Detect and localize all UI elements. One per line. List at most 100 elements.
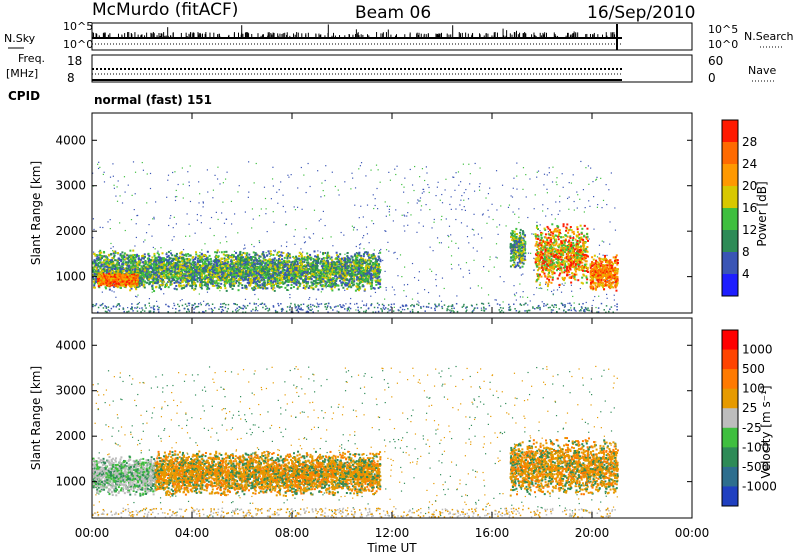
heatmap-cell bbox=[351, 256, 354, 259]
scatter-point bbox=[556, 177, 558, 179]
scatter-point bbox=[563, 284, 565, 286]
scatter-point bbox=[102, 226, 104, 229]
scatter-point bbox=[418, 200, 420, 202]
scatter-point bbox=[150, 306, 152, 309]
scatter-point bbox=[539, 308, 541, 311]
heatmap-cell bbox=[158, 253, 161, 256]
heatmap-cell bbox=[135, 286, 138, 289]
scatter-point bbox=[356, 302, 358, 305]
scatter-point bbox=[616, 308, 618, 311]
heatmap-cell bbox=[222, 273, 225, 276]
scatter-point bbox=[417, 279, 420, 281]
heatmap-cell bbox=[290, 272, 293, 275]
scatter-point bbox=[257, 298, 259, 300]
scatter-point bbox=[211, 310, 213, 313]
heatmap-cell bbox=[99, 249, 102, 252]
scatter-point bbox=[507, 206, 510, 208]
heatmap-cell bbox=[282, 264, 285, 267]
heatmap-cell bbox=[112, 252, 115, 255]
heatmap-cell bbox=[214, 267, 217, 270]
scatter-point bbox=[480, 302, 483, 305]
heatmap-cell bbox=[168, 266, 171, 269]
scatter-point bbox=[519, 303, 522, 306]
scatter-point bbox=[253, 182, 255, 184]
scatter-point bbox=[365, 304, 368, 307]
scatter-point bbox=[232, 310, 234, 313]
scatter-point bbox=[616, 305, 618, 308]
scatter-point bbox=[346, 309, 349, 312]
scatter-point bbox=[253, 302, 255, 304]
scatter-point bbox=[476, 250, 478, 252]
heatmap-cell bbox=[151, 286, 154, 289]
scatter-point bbox=[550, 309, 553, 311]
scatter-point bbox=[226, 241, 228, 243]
heatmap-cell bbox=[282, 251, 285, 254]
scatter-point bbox=[473, 190, 476, 192]
scatter-point bbox=[140, 311, 142, 313]
scatter-point bbox=[555, 310, 558, 313]
heatmap-cell bbox=[120, 258, 123, 261]
scatter-point bbox=[166, 196, 168, 198]
scatter-point bbox=[393, 252, 395, 254]
heatmap-cell bbox=[216, 251, 219, 254]
scatter-point bbox=[330, 236, 332, 238]
scatter-point bbox=[312, 233, 315, 235]
heatmap-cell bbox=[249, 256, 252, 259]
scatter-point bbox=[153, 308, 156, 311]
scatter-point bbox=[359, 243, 362, 245]
scatter-point bbox=[391, 286, 394, 288]
heatmap-cell bbox=[235, 260, 238, 263]
heatmap-cell bbox=[114, 259, 117, 262]
scatter-point bbox=[605, 305, 608, 307]
scatter-point bbox=[319, 303, 321, 305]
heatmap-cell bbox=[169, 270, 172, 273]
heatmap-cell bbox=[266, 254, 269, 257]
scatter-point bbox=[392, 310, 395, 312]
scatter-point bbox=[257, 310, 259, 312]
scatter-point bbox=[526, 296, 529, 299]
scatter-point bbox=[492, 218, 494, 221]
scatter-point bbox=[469, 173, 471, 175]
scatter-point bbox=[479, 167, 481, 169]
scatter-point bbox=[111, 290, 113, 292]
scatter-point bbox=[573, 307, 576, 309]
heatmap-cell bbox=[305, 285, 308, 288]
scatter-point bbox=[308, 298, 310, 301]
scatter-point bbox=[346, 308, 349, 310]
heatmap-cell bbox=[226, 262, 229, 265]
scatter-point bbox=[354, 303, 356, 305]
heatmap-cell bbox=[189, 258, 192, 261]
scatter-point bbox=[289, 297, 291, 299]
scatter-point bbox=[344, 181, 346, 183]
scatter-point bbox=[541, 287, 543, 290]
heatmap-cell bbox=[315, 263, 318, 266]
heatmap-cell bbox=[251, 265, 254, 268]
scatter-point bbox=[213, 307, 216, 309]
heatmap-cell bbox=[188, 277, 191, 280]
heatmap-cell bbox=[207, 276, 210, 279]
heatmap-cell bbox=[134, 258, 137, 261]
scatter-point bbox=[185, 235, 187, 237]
heatmap-cell bbox=[198, 254, 201, 257]
scatter-point bbox=[578, 303, 581, 305]
scatter-point bbox=[363, 304, 365, 306]
heatmap-cell bbox=[286, 284, 289, 287]
scatter-point bbox=[595, 178, 598, 180]
scatter-point bbox=[371, 220, 373, 222]
heatmap-cell bbox=[246, 252, 249, 255]
scatter-point bbox=[118, 303, 120, 305]
scatter-point bbox=[127, 184, 129, 186]
scatter-point bbox=[181, 167, 183, 169]
scatter-point bbox=[448, 235, 450, 238]
scatter-point bbox=[460, 181, 462, 183]
scatter-point bbox=[496, 257, 498, 259]
scatter-point bbox=[116, 186, 118, 188]
scatter-point bbox=[579, 287, 581, 290]
scatter-point bbox=[399, 306, 402, 309]
heatmap-cell bbox=[195, 253, 198, 256]
heatmap-cell bbox=[361, 257, 364, 260]
heatmap-cell bbox=[263, 284, 266, 287]
heatmap-cell bbox=[369, 277, 372, 280]
scatter-point bbox=[380, 307, 382, 310]
scatter-point bbox=[276, 311, 279, 313]
